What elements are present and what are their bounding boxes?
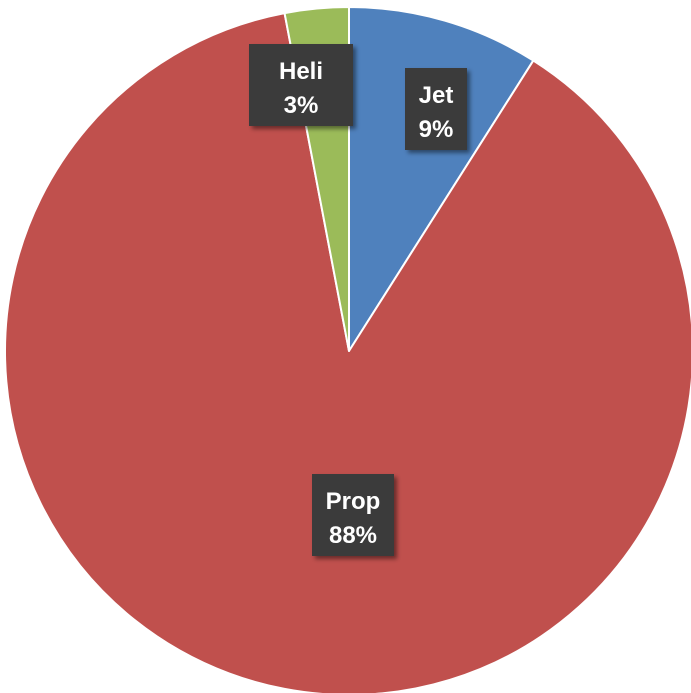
data-label-percent: 88% (329, 522, 377, 549)
data-label-prop: Prop 88% (312, 474, 394, 556)
data-label-category: Jet (419, 82, 454, 109)
labels-layer: Jet 9% Prop 88% Heli 3% (249, 44, 467, 556)
data-label-box (249, 44, 353, 126)
data-label-box (405, 68, 467, 150)
pie-slice-prop (3, 12, 691, 693)
data-label-heli: Heli 3% (249, 44, 353, 126)
data-label-box (312, 474, 394, 556)
data-label-category: Prop (326, 488, 381, 515)
data-label-percent: 3% (284, 92, 319, 119)
data-label-jet: Jet 9% (405, 68, 467, 150)
data-label-category: Heli (279, 58, 323, 85)
pie-slice-jet (348, 6, 535, 352)
data-label-percent: 9% (419, 116, 454, 143)
